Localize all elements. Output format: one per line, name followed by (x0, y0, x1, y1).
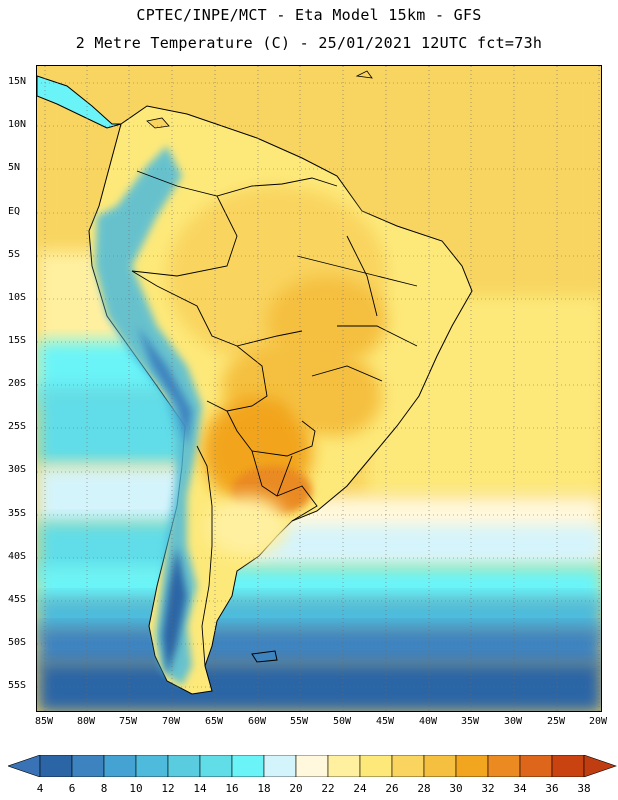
pacific-band-14 (37, 386, 187, 466)
lat-label: 15N (8, 76, 27, 87)
colorbar-label: 22 (321, 782, 335, 795)
colorbar-swatch (71, 755, 105, 777)
lat-label: EQ (8, 206, 21, 217)
lat-label: 35S (8, 508, 27, 519)
lon-label: 45W (375, 716, 395, 727)
lon-label: 50W (332, 716, 352, 727)
falkland-islands (251, 650, 278, 663)
colorbar-label: 30 (449, 782, 463, 795)
colorbar-swatch (359, 755, 393, 777)
pacific-band-18 (37, 466, 187, 526)
colorbar-label: 36 (545, 782, 559, 795)
colorbar-swatch (103, 755, 137, 777)
colorbar-boxes (39, 755, 585, 777)
colorbar-label: 38 (577, 782, 591, 795)
band-4 (37, 661, 601, 711)
lat-label: 5N (8, 162, 21, 173)
colorbar-label: 6 (68, 782, 76, 795)
lat-label: 25S (8, 421, 27, 432)
lat-label: 40S (8, 551, 27, 562)
lon-label: 70W (161, 716, 181, 727)
colorbar (8, 755, 617, 777)
map-title: CPTEC/INPE/MCT - Eta Model 15km - GFS (136, 6, 482, 24)
colorbar-label: 14 (193, 782, 207, 795)
lat-label: 55S (8, 680, 27, 691)
colorbar-swatch (39, 755, 73, 777)
lat-label: 20S (8, 378, 27, 389)
colorbar-label: 32 (481, 782, 495, 795)
colorbar-low-arrow (8, 755, 41, 777)
lon-label: 65W (204, 716, 224, 727)
southeast-brazil-warm (292, 356, 382, 436)
andes-core-cold (137, 326, 192, 446)
colorbar-label: 10 (129, 782, 143, 795)
lat-label: 10S (8, 292, 27, 303)
lon-label: 60W (247, 716, 267, 727)
colorbar-label: 12 (161, 782, 175, 795)
lon-label: 85W (34, 716, 54, 727)
map-subtitle: 2 Metre Temperature (C) - 25/01/2021 12U… (75, 34, 543, 52)
colorbar-swatch (199, 755, 233, 777)
lon-label: 25W (546, 716, 566, 727)
colorbar-swatch (455, 755, 489, 777)
colorbar-label: 20 (289, 782, 303, 795)
country-borders (131, 170, 418, 667)
colorbar-swatch (135, 755, 169, 777)
lat-label: 5S (8, 249, 21, 260)
band-6 (37, 626, 601, 666)
temperature-map (36, 65, 602, 712)
lon-label: 80W (76, 716, 96, 727)
map-canvas (37, 66, 601, 711)
andes-cold (95, 146, 202, 686)
colorbar-swatch (423, 755, 457, 777)
lat-label: 30S (8, 464, 27, 475)
colorbar-label: 26 (385, 782, 399, 795)
lat-label: 45S (8, 594, 27, 605)
lat-label: 50S (8, 637, 27, 648)
lat-label: 10N (8, 119, 27, 130)
colorbar-swatch (167, 755, 201, 777)
colorbar-swatch (231, 755, 265, 777)
colorbar-label: 28 (417, 782, 431, 795)
colorbar-label: 16 (225, 782, 239, 795)
colorbar-label: 34 (513, 782, 527, 795)
lon-label: 30W (503, 716, 523, 727)
colorbar-label: 8 (100, 782, 108, 795)
colorbar-swatch (551, 755, 585, 777)
lon-label: 75W (118, 716, 138, 727)
patagonian-andes-cold (162, 546, 187, 676)
colorbar-swatch (263, 755, 297, 777)
colorbar-swatch (487, 755, 521, 777)
lon-label: 35W (460, 716, 480, 727)
lon-label: 55W (289, 716, 309, 727)
island (355, 70, 373, 79)
lon-label: 40W (418, 716, 438, 727)
colorbar-swatch (391, 755, 425, 777)
colorbar-label: 18 (257, 782, 271, 795)
colorbar-label: 24 (353, 782, 367, 795)
colorbar-swatch (519, 755, 553, 777)
colorbar-swatch (295, 755, 329, 777)
colorbar-label: 4 (36, 782, 44, 795)
colorbar-swatch (327, 755, 361, 777)
colorbar-high-arrow (583, 755, 617, 777)
patagonia-north-mild (207, 496, 287, 556)
lon-label: 20W (588, 716, 608, 727)
lat-label: 15S (8, 335, 27, 346)
